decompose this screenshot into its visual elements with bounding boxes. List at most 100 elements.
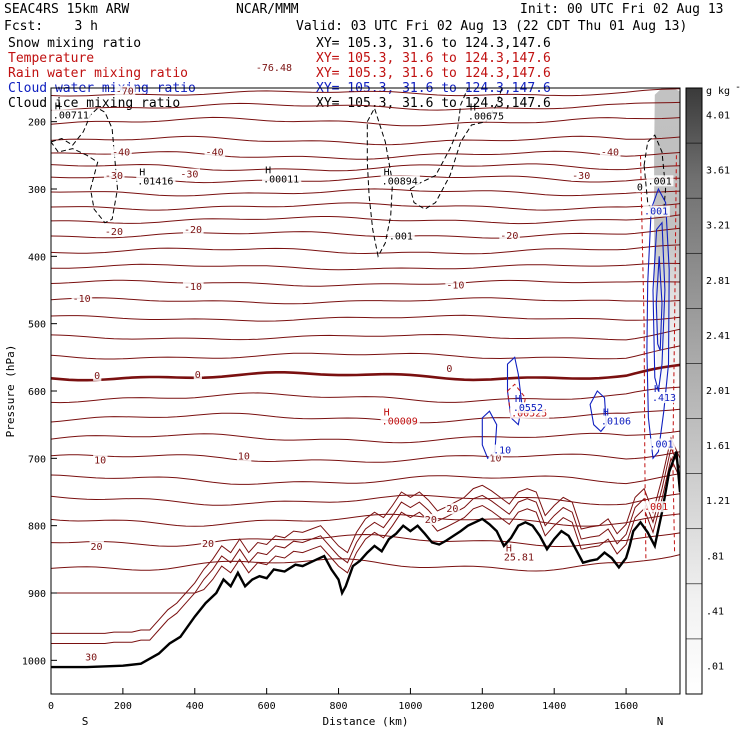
y-tick-label: 700 bbox=[28, 454, 46, 465]
x-tick-label: 1200 bbox=[470, 701, 494, 712]
valid-time: Valid: 03 UTC Fri 02 Aug 13 (22 CDT Thu … bbox=[296, 19, 688, 34]
south-endpoint-label: S bbox=[82, 715, 89, 728]
temperature-contour-label: 20 bbox=[425, 515, 437, 526]
colorbar-level: 1.61 bbox=[706, 441, 730, 452]
snow-max-label: .00675 bbox=[468, 112, 504, 123]
rain-max-label: .00009 bbox=[382, 417, 418, 428]
temperature-contour-label: 0 bbox=[94, 371, 100, 382]
temperature-contour bbox=[51, 386, 680, 404]
field-xy-rain: XY= 105.3, 31.6 to 124.3,147.6 bbox=[316, 66, 551, 81]
cloud-water-contour bbox=[655, 256, 663, 351]
temperature-contour-label-bg bbox=[111, 146, 132, 158]
temperature-contour bbox=[51, 279, 680, 287]
temperature-contour-label-bg bbox=[93, 454, 108, 466]
temperature-max-label: 25.81 bbox=[504, 553, 534, 564]
cloud-water-max-label: .001 bbox=[644, 207, 668, 218]
snow-max-mark: H bbox=[55, 101, 61, 112]
temperature-contour bbox=[51, 408, 680, 424]
cloud-water-max-label: .0106 bbox=[601, 417, 631, 428]
temperature-contour bbox=[51, 451, 680, 463]
temperature-contour-label: 10 bbox=[238, 452, 250, 463]
temperature-contour-label: 0 bbox=[446, 364, 452, 375]
cloud-water-max-label-bg bbox=[648, 438, 676, 450]
cloud-water-max-mark: H bbox=[515, 394, 521, 405]
temperature-contour-label-bg bbox=[445, 363, 454, 375]
snow-max-label: .01416 bbox=[137, 176, 173, 187]
rain-max-label: .00525 bbox=[511, 409, 547, 420]
temperature-contour-label: 20 bbox=[202, 539, 214, 550]
temperature-contour bbox=[51, 214, 680, 225]
x-tick-label: 0 bbox=[48, 701, 54, 712]
rain-max-label-bg bbox=[380, 415, 420, 427]
cloud-water-contour bbox=[652, 221, 666, 392]
temperature-contour-label: -40 bbox=[112, 147, 130, 158]
temperature-contour bbox=[51, 227, 680, 239]
temperature-contour-label: 20 bbox=[91, 542, 103, 553]
temperature-contour bbox=[51, 101, 680, 111]
temperature-contour-label: -76.48 bbox=[256, 63, 292, 74]
temperature-contour-label-bg bbox=[89, 540, 104, 552]
temperature-contour bbox=[51, 493, 680, 506]
colorbar-level: 3.61 bbox=[706, 166, 730, 177]
model-title: SEAC4RS 15km ARW bbox=[4, 2, 130, 17]
x-tick-label: 1400 bbox=[542, 701, 566, 712]
temperature-contour-label: -40 bbox=[601, 147, 619, 158]
snow-max-mark: H bbox=[265, 165, 271, 176]
field-name-rain: Rain water mixing ratio bbox=[8, 66, 189, 81]
temperature-contour-label-bg bbox=[103, 169, 125, 181]
snow-max-mark: H bbox=[384, 167, 390, 178]
cloud-water-max-label: .10 bbox=[493, 446, 511, 457]
field-name-snow: Snow mixing ratio bbox=[8, 36, 142, 51]
temperature-contour-label: -20 bbox=[500, 231, 518, 242]
temperature-contour-label: 20 bbox=[446, 504, 458, 515]
temperature-contour bbox=[51, 116, 680, 127]
colorbar-unit-exponent: -1 bbox=[735, 82, 740, 93]
cloud-water-max-label-bg bbox=[643, 205, 670, 217]
temperature-contour bbox=[51, 446, 680, 644]
cloud-water-max-label-bg bbox=[599, 415, 633, 427]
colorbar-level: 1.21 bbox=[706, 496, 730, 507]
temperature-contour bbox=[51, 430, 680, 444]
temperature-contour-label-bg bbox=[445, 503, 460, 515]
snow-max-label-bg bbox=[646, 175, 674, 187]
snow-max-label: 0 bbox=[637, 182, 643, 193]
temperature-contour-label-bg bbox=[84, 651, 99, 663]
temperature-contour-label: 30 bbox=[85, 652, 97, 663]
snow-max-label: .00711 bbox=[53, 110, 89, 121]
temperature-contour-label: -10 bbox=[73, 294, 91, 305]
north-endpoint-label: N bbox=[657, 715, 664, 728]
colorbar-level: 2.81 bbox=[706, 276, 730, 287]
temperature-contour-label-bg bbox=[423, 513, 439, 525]
init-time: Init: 00 UTC Fri 02 Aug 13 bbox=[520, 2, 724, 17]
y-tick-label: 500 bbox=[28, 320, 46, 331]
temperature-contour-label-bg bbox=[93, 369, 102, 381]
snow-max-label-bg bbox=[262, 173, 302, 185]
temperature-contour-label-bg bbox=[182, 281, 204, 292]
x-axis-label: Distance (km) bbox=[322, 715, 408, 728]
rain-max-mark: H bbox=[384, 408, 390, 419]
temperature-contour bbox=[51, 473, 680, 485]
terrain-line bbox=[51, 451, 680, 669]
temperature-contour-label: -30 bbox=[180, 170, 198, 181]
cloud-water-contour bbox=[646, 187, 670, 460]
cloud-water-max-label: .413 bbox=[652, 393, 676, 404]
rain-max-label-bg bbox=[643, 501, 670, 513]
temperature-contour bbox=[51, 244, 680, 255]
snow-max-label-bg bbox=[387, 230, 415, 242]
temperature-contour-label-bg bbox=[204, 146, 226, 158]
cloud-water-max-label-bg bbox=[511, 402, 545, 414]
temperature-contour bbox=[51, 363, 680, 382]
temperature-contour bbox=[51, 163, 680, 172]
temperature-contour-label-bg bbox=[114, 85, 136, 97]
temperature-contour-label-bg bbox=[499, 229, 520, 241]
y-tick-label: 800 bbox=[28, 522, 46, 533]
snow-max-label-bg bbox=[635, 181, 645, 193]
temperature-contour-label: -30 bbox=[105, 171, 123, 182]
rain-contour bbox=[672, 155, 677, 553]
x-tick-label: 600 bbox=[258, 701, 276, 712]
temperature-contour bbox=[51, 314, 680, 322]
x-tick-label: 800 bbox=[330, 701, 348, 712]
snow-max-label-bg bbox=[380, 175, 420, 187]
temperature-contour-label-bg bbox=[200, 538, 216, 550]
snow-max-label: .00894 bbox=[382, 176, 418, 187]
